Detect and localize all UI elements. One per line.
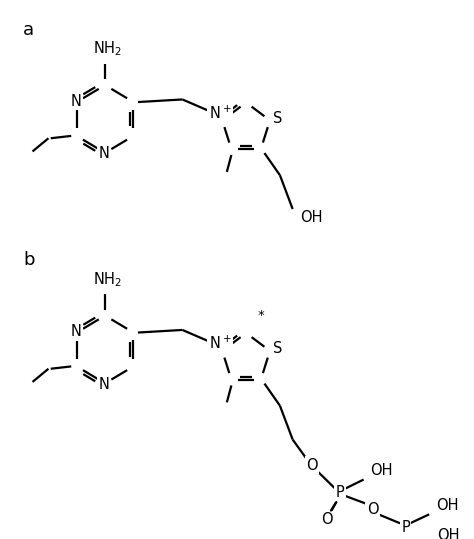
Text: OH: OH xyxy=(370,462,392,478)
Text: NH$_2$: NH$_2$ xyxy=(93,270,122,289)
Text: S: S xyxy=(273,341,283,356)
Text: OH: OH xyxy=(436,499,459,513)
Text: O: O xyxy=(306,458,318,473)
Text: N$^+$: N$^+$ xyxy=(209,335,231,353)
Text: NH$_2$: NH$_2$ xyxy=(93,39,122,58)
Text: OH: OH xyxy=(301,210,323,225)
Text: b: b xyxy=(23,251,35,269)
Text: O: O xyxy=(367,502,379,517)
Text: OH: OH xyxy=(437,528,459,539)
Text: O: O xyxy=(321,513,333,528)
Text: N: N xyxy=(99,146,109,161)
Text: N: N xyxy=(99,377,109,392)
Text: N: N xyxy=(70,94,81,108)
Text: N: N xyxy=(70,324,81,339)
Text: P: P xyxy=(401,520,410,535)
Text: P: P xyxy=(336,485,345,500)
Text: a: a xyxy=(23,20,34,39)
Text: N$^+$: N$^+$ xyxy=(209,105,231,122)
Text: S: S xyxy=(273,110,283,126)
Text: *: * xyxy=(257,309,264,322)
